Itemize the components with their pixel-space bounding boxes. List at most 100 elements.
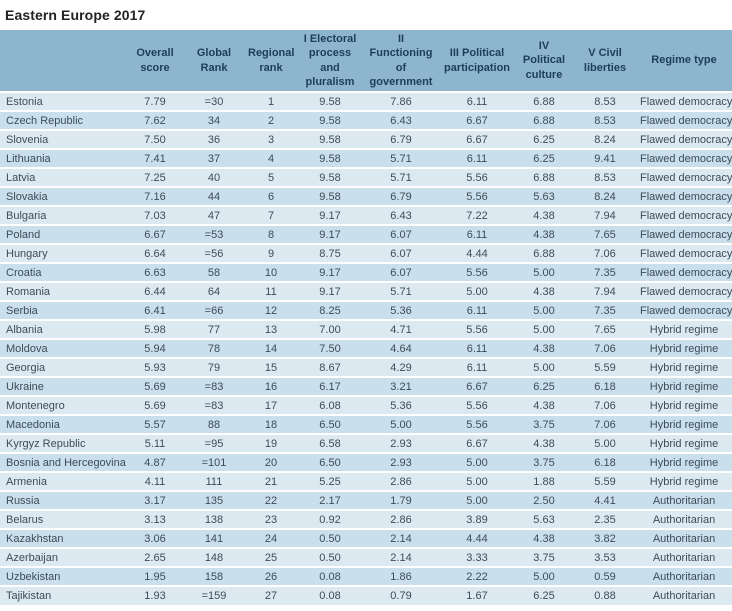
- civil-liberties-cell: 7.35: [574, 300, 636, 321]
- regional-rank-cell: 18: [244, 414, 298, 435]
- functioning-of-government-cell: 4.71: [362, 319, 440, 340]
- header-row: Overall score Global Rank Regional rank I E…: [0, 30, 732, 93]
- political-culture-cell: 1.88: [514, 471, 574, 492]
- civil-liberties-cell: 8.53: [574, 91, 636, 112]
- functioning-of-government-cell: 2.86: [362, 471, 440, 492]
- civil-liberties-cell: 6.18: [574, 452, 636, 473]
- table-row: Czech Republic 7.62 34 2 9.58 6.43 6.67 6.88 8.5…: [0, 110, 732, 131]
- table-body: Estonia 7.79 =30 1 9.58 7.86 6.11 6.88 8.53 Flawe…: [0, 91, 732, 606]
- table-row: Croatia 6.63 58 10 9.17 6.07 5.56 5.00 7.35 Flawe…: [0, 262, 732, 283]
- country-cell: Armenia: [0, 471, 126, 492]
- global-rank-cell: =56: [184, 243, 244, 264]
- overall-score-cell: 5.69: [126, 376, 184, 397]
- regime-type-cell: Authoritarian: [636, 585, 732, 606]
- electoral-process-cell: 9.58: [298, 186, 362, 207]
- column-header-country: [0, 30, 126, 93]
- table-row: Uzbekistan 1.95 158 26 0.08 1.86 2.22 5.00 0.59 A…: [0, 566, 732, 587]
- electoral-process-cell: 9.58: [298, 110, 362, 131]
- regime-type-cell: Authoritarian: [636, 509, 732, 530]
- global-rank-cell: =159: [184, 585, 244, 606]
- functioning-of-government-cell: 0.79: [362, 585, 440, 606]
- functioning-of-government-cell: 6.07: [362, 224, 440, 245]
- column-header-civil-liberties: V Civil liberties: [574, 30, 636, 93]
- global-rank-cell: =101: [184, 452, 244, 473]
- political-participation-cell: 6.11: [440, 300, 514, 321]
- overall-score-cell: 6.67: [126, 224, 184, 245]
- overall-score-cell: 5.69: [126, 395, 184, 416]
- country-cell: Russia: [0, 490, 126, 511]
- overall-score-cell: 4.11: [126, 471, 184, 492]
- global-rank-cell: 158: [184, 566, 244, 587]
- electoral-process-cell: 0.08: [298, 585, 362, 606]
- functioning-of-government-cell: 5.36: [362, 395, 440, 416]
- regional-rank-cell: 23: [244, 509, 298, 530]
- political-culture-cell: 4.38: [514, 281, 574, 302]
- political-culture-cell: 6.25: [514, 585, 574, 606]
- column-header-political-participation: III Political participation: [440, 30, 514, 93]
- overall-score-cell: 7.16: [126, 186, 184, 207]
- political-participation-cell: 4.44: [440, 243, 514, 264]
- political-culture-cell: 4.38: [514, 395, 574, 416]
- political-participation-cell: 5.56: [440, 414, 514, 435]
- global-rank-cell: 79: [184, 357, 244, 378]
- global-rank-cell: 148: [184, 547, 244, 568]
- regime-type-cell: Flawed democracy: [636, 167, 732, 188]
- overall-score-cell: 7.79: [126, 91, 184, 112]
- civil-liberties-cell: 7.06: [574, 243, 636, 264]
- country-cell: Hungary: [0, 243, 126, 264]
- civil-liberties-cell: 8.24: [574, 129, 636, 150]
- functioning-of-government-cell: 5.71: [362, 281, 440, 302]
- overall-score-cell: 2.65: [126, 547, 184, 568]
- political-participation-cell: 5.56: [440, 395, 514, 416]
- table-row: Bulgaria 7.03 47 7 9.17 6.43 7.22 4.38 7.94 Flawe…: [0, 205, 732, 226]
- table-title: Eastern Europe 2017: [5, 7, 146, 23]
- country-cell: Poland: [0, 224, 126, 245]
- civil-liberties-cell: 9.41: [574, 148, 636, 169]
- civil-liberties-cell: 5.59: [574, 471, 636, 492]
- functioning-of-government-cell: 2.86: [362, 509, 440, 530]
- civil-liberties-cell: 7.65: [574, 224, 636, 245]
- global-rank-cell: 111: [184, 471, 244, 492]
- table-row: Georgia 5.93 79 15 8.67 4.29 6.11 5.00 5.59 Hybri…: [0, 357, 732, 378]
- civil-liberties-cell: 3.53: [574, 547, 636, 568]
- political-participation-cell: 5.56: [440, 319, 514, 340]
- regional-rank-cell: 21: [244, 471, 298, 492]
- country-cell: Slovenia: [0, 129, 126, 150]
- table-row: Kazakhstan 3.06 141 24 0.50 2.14 4.44 4.38 3.82 A…: [0, 528, 732, 549]
- global-rank-cell: 58: [184, 262, 244, 283]
- overall-score-cell: 7.62: [126, 110, 184, 131]
- global-rank-cell: 44: [184, 186, 244, 207]
- regime-type-cell: Hybrid regime: [636, 471, 732, 492]
- table-row: Ukraine 5.69 =83 16 6.17 3.21 6.67 6.25 6.18 Hybr…: [0, 376, 732, 397]
- political-participation-cell: 3.33: [440, 547, 514, 568]
- column-header-global-rank: Global Rank: [184, 30, 244, 93]
- global-rank-cell: 36: [184, 129, 244, 150]
- political-participation-cell: 6.67: [440, 376, 514, 397]
- regime-type-cell: Authoritarian: [636, 547, 732, 568]
- political-culture-cell: 4.38: [514, 338, 574, 359]
- regime-type-cell: Flawed democracy: [636, 186, 732, 207]
- column-header-political-culture: IV Political culture: [514, 30, 574, 93]
- civil-liberties-cell: 7.06: [574, 338, 636, 359]
- overall-score-cell: 5.94: [126, 338, 184, 359]
- political-participation-cell: 4.44: [440, 528, 514, 549]
- political-culture-cell: 6.88: [514, 167, 574, 188]
- table-row: Armenia 4.11 111 21 5.25 2.86 5.00 1.88 5.59 Hybr…: [0, 471, 732, 492]
- political-participation-cell: 6.67: [440, 433, 514, 454]
- regime-type-cell: Hybrid regime: [636, 414, 732, 435]
- country-cell: Albania: [0, 319, 126, 340]
- global-rank-cell: =83: [184, 395, 244, 416]
- regional-rank-cell: 22: [244, 490, 298, 511]
- civil-liberties-cell: 7.94: [574, 281, 636, 302]
- regional-rank-cell: 26: [244, 566, 298, 587]
- overall-score-cell: 7.03: [126, 205, 184, 226]
- political-culture-cell: 5.00: [514, 319, 574, 340]
- civil-liberties-cell: 6.18: [574, 376, 636, 397]
- electoral-process-cell: 2.17: [298, 490, 362, 511]
- civil-liberties-cell: 3.82: [574, 528, 636, 549]
- column-header-overall-score: Overall score: [126, 30, 184, 93]
- electoral-process-cell: 6.17: [298, 376, 362, 397]
- overall-score-cell: 6.63: [126, 262, 184, 283]
- regional-rank-cell: 6: [244, 186, 298, 207]
